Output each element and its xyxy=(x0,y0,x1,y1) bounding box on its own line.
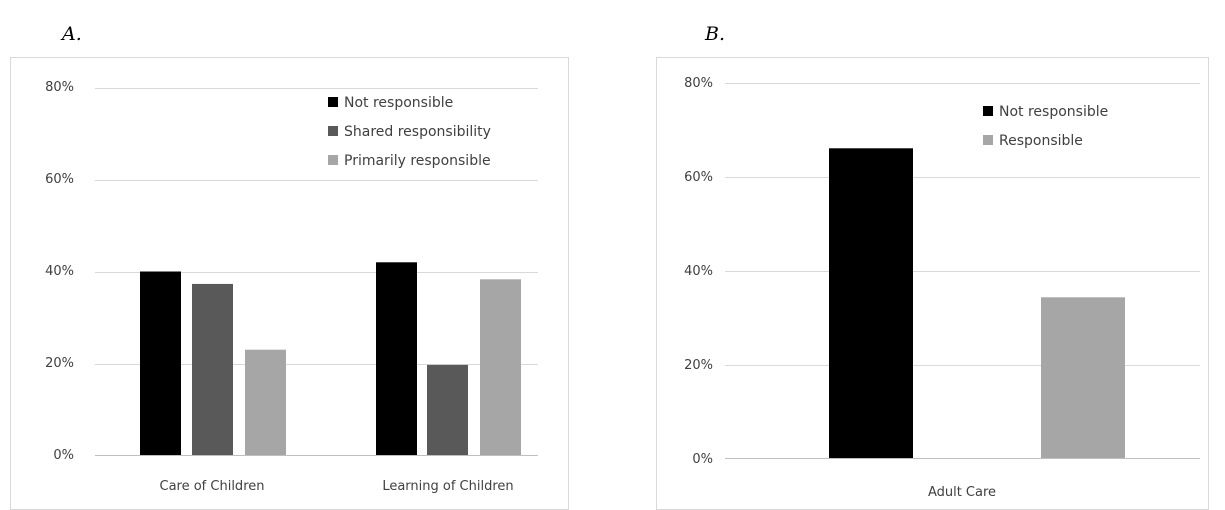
legend-swatch-responsible xyxy=(983,135,993,145)
panel-b-bars xyxy=(829,148,1125,459)
panel-a-ytick-0: 0% xyxy=(53,448,74,463)
bar-learning-of-children-primarily-responsible xyxy=(480,279,521,456)
bar-care-of-children-primarily-responsible xyxy=(245,349,286,456)
legend-label-shared-responsibility: Shared responsibility xyxy=(344,124,491,140)
panel-a-label: A. xyxy=(60,23,82,45)
panel-b-ytick-4: 80% xyxy=(684,76,713,91)
panel-b-ytick-3: 60% xyxy=(684,170,713,185)
panel-b-frame xyxy=(656,57,1209,510)
panel-b-category-0: Adult Care xyxy=(928,485,996,500)
panel-a-legend: Not responsible Shared responsibility Pr… xyxy=(328,95,491,169)
legend-label-responsible: Responsible xyxy=(999,133,1083,149)
legend-swatch-shared-responsibility xyxy=(328,126,338,136)
panel-a-bars xyxy=(140,262,521,456)
legend-label-not-responsible-b: Not responsible xyxy=(999,104,1108,120)
panel-a-ytick-1: 20% xyxy=(45,356,74,371)
bar-adult-care-not-responsible xyxy=(829,148,913,459)
panel-b-gridlines xyxy=(725,83,1200,366)
bar-care-of-children-shared-responsibility xyxy=(192,283,233,456)
panel-b-ytick-1: 20% xyxy=(684,358,713,373)
bar-adult-care-responsible xyxy=(1041,297,1125,459)
panel-a-category-1: Learning of Children xyxy=(382,479,513,494)
legend-swatch-primarily-responsible xyxy=(328,155,338,165)
panel-a-y-ticks: 0% 20% 40% 60% 80% xyxy=(45,80,74,463)
bar-care-of-children-not-responsible xyxy=(140,271,181,456)
panel-b-ytick-2: 40% xyxy=(684,264,713,279)
panel-a-ytick-4: 80% xyxy=(45,80,74,95)
legend-label-primarily-responsible: Primarily responsible xyxy=(344,153,491,169)
legend-label-not-responsible: Not responsible xyxy=(344,95,453,111)
panel-a-ytick-3: 60% xyxy=(45,172,74,187)
panel-a-category-0: Care of Children xyxy=(160,479,265,494)
panel-a-ytick-2: 40% xyxy=(45,264,74,279)
panel-b: B. 0% 20% 40% 60% 80% Adult Care Not res… xyxy=(656,23,1209,510)
bar-learning-of-children-not-responsible xyxy=(376,262,417,456)
bar-learning-of-children-shared-responsibility xyxy=(427,364,468,456)
panel-b-legend: Not responsible Responsible xyxy=(983,104,1108,149)
panel-b-y-ticks: 0% 20% 40% 60% 80% xyxy=(684,76,713,467)
legend-swatch-not-responsible xyxy=(328,97,338,107)
legend-swatch-not-responsible-b xyxy=(983,106,993,116)
panel-a: A. 0% 20% 40% 60% 80% Care of Children L… xyxy=(10,23,569,510)
panel-b-label: B. xyxy=(704,23,725,45)
panel-b-ytick-0: 0% xyxy=(692,452,713,467)
